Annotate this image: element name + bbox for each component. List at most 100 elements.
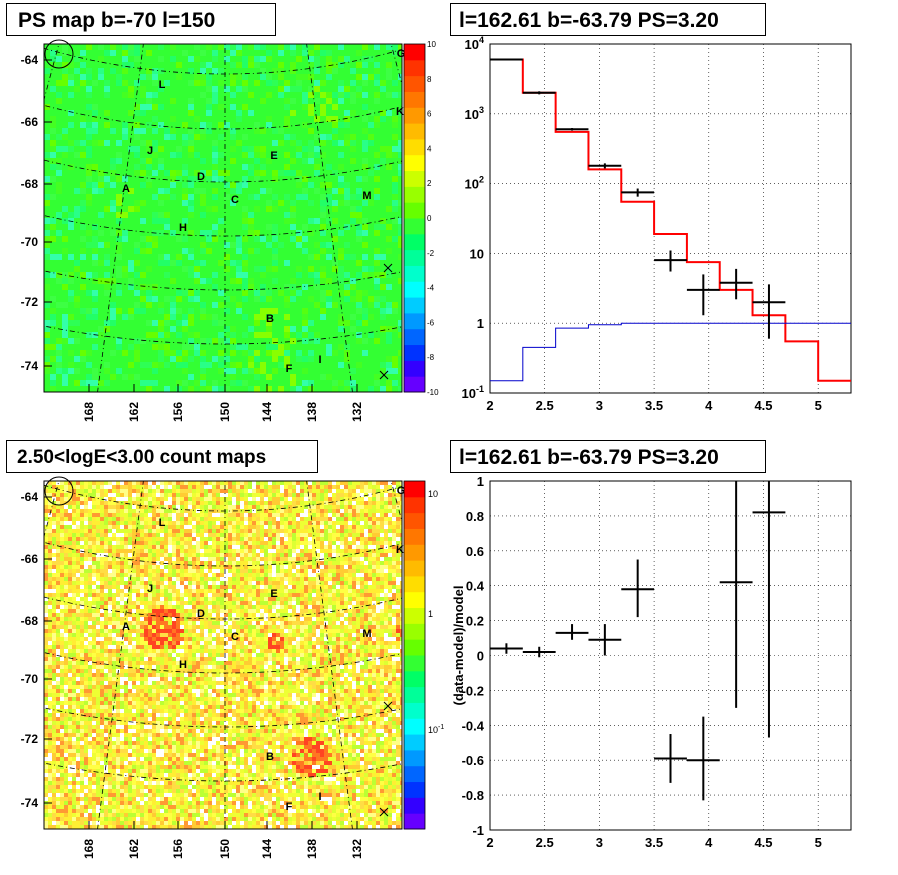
residual-point <box>522 646 556 658</box>
ps-colorbar-tick-label: 8 <box>427 75 432 84</box>
residual-title: l=162.61 b=-63.79 PS=3.20 <box>450 440 766 473</box>
ps-colorbar-tick-label: 10 <box>427 40 436 49</box>
data-point <box>588 163 622 169</box>
spectrum-y-tick-label: 10 <box>470 246 484 261</box>
source-cross-marker <box>379 370 389 380</box>
map-lat-tick-label: -70 <box>21 235 39 249</box>
map-lat-tick-label: -68 <box>21 614 39 628</box>
residual-point <box>654 734 687 783</box>
source-label-d: D <box>197 608 205 620</box>
residual-point <box>752 481 786 738</box>
source-label-e: E <box>270 150 277 162</box>
ps-colorbar: 10 8 6 4 2 0 -2 -4 -6 -8 -10 <box>403 40 439 397</box>
map-lon-tick-label: 162 <box>127 839 141 859</box>
source-label-i: I <box>318 791 321 803</box>
residual-y-tick-label: 0.8 <box>466 509 484 524</box>
spectrum-frame <box>489 43 852 394</box>
map-lat-tick-label: -66 <box>21 552 39 566</box>
residual-y-tick-label: 0.2 <box>466 614 484 629</box>
source-label-m: M <box>362 628 371 640</box>
source-label-e: E <box>270 588 277 600</box>
ps-colorbar-tick-label: 2 <box>427 179 432 188</box>
source-label-f: F <box>286 801 293 813</box>
source-cross-marker <box>383 701 393 711</box>
source-label-f: F <box>286 363 293 375</box>
residual-x-tick-label: 5 <box>815 835 822 850</box>
data-point <box>686 274 720 316</box>
ps-colorbar-tick-label: -4 <box>427 284 435 293</box>
spectrum-title: l=162.61 b=-63.79 PS=3.20 <box>450 3 766 36</box>
ps-colorbar-tick-label: 0 <box>427 214 432 223</box>
source-label-h: H <box>179 222 187 234</box>
source-label-a: A <box>122 183 130 195</box>
map-lon-tick-label: 144 <box>260 402 274 422</box>
ps-map-pixels <box>44 44 402 392</box>
spectrum-x-tick-label: 4 <box>705 398 713 413</box>
count-map-frame <box>43 480 403 830</box>
source-label-i: I <box>318 354 321 366</box>
source-cross-marker <box>383 263 393 273</box>
spectrum-y-tick-label: 104 <box>465 35 484 52</box>
residual-x-tick-label: 4 <box>705 835 713 850</box>
map-lon-tick-label: 156 <box>171 402 185 422</box>
roi-circle-marker <box>44 476 74 506</box>
map-lat-tick-label: -64 <box>21 53 39 67</box>
source-label-b: B <box>266 313 274 325</box>
residual-y-axis-label: (data-model)/model <box>451 586 466 706</box>
count-map-pixels <box>44 481 402 829</box>
map-lon-tick-label: 132 <box>350 402 364 422</box>
residual-point <box>719 481 753 708</box>
residual-point <box>686 716 720 801</box>
residual-grid <box>489 480 851 831</box>
map-lon-tick-label: 168 <box>82 402 96 422</box>
map-lat-tick-label: -72 <box>21 732 39 746</box>
residual-y-tick-label: -0.2 <box>462 683 484 698</box>
map-lon-tick-label: 168 <box>82 839 96 859</box>
source-label-g: G <box>397 485 406 497</box>
source-label-a: A <box>122 621 130 633</box>
source-label-b: B <box>266 751 274 763</box>
ps-colorbar-tick-label: -10 <box>427 388 439 397</box>
ps-map-frame <box>43 43 403 393</box>
residual-point <box>588 624 622 656</box>
data-point <box>522 91 556 95</box>
residual-point <box>490 643 523 654</box>
data-point <box>490 58 523 61</box>
count-colorbar-tick-label: 1 <box>428 609 433 619</box>
count-colorbar: 10 1 10-1 <box>403 480 444 830</box>
source-label-g: G <box>397 48 406 60</box>
map-lon-tick-label: 156 <box>171 839 185 859</box>
count-colorbar-tick-label: 10 <box>428 489 438 499</box>
map-lat-tick-label: -68 <box>21 177 39 191</box>
residual-y-tick-label: 0 <box>477 649 484 664</box>
map-lon-tick-label: 162 <box>127 402 141 422</box>
map-lon-tick-label: 150 <box>218 839 232 859</box>
ps-colorbar-tick-label: 6 <box>427 110 432 119</box>
source-label-d: D <box>197 171 205 183</box>
count-colorbar-tick-label: 10-1 <box>428 724 444 735</box>
map-lon-tick-label: 144 <box>260 839 274 859</box>
source-label-k: K <box>396 544 404 556</box>
residual-y-tick-label: -0.8 <box>462 788 484 803</box>
residual-y-tick-label: -1 <box>472 823 484 838</box>
spectrum-y-tick-label: 10-1 <box>462 384 484 401</box>
ps-colorbar-tick-label: -8 <box>427 353 435 362</box>
source-label-l: L <box>159 79 166 91</box>
residual-y-tick-label: -0.6 <box>462 753 484 768</box>
ps-coordinate-grid <box>44 44 402 392</box>
residual-y-tick-label: 0.4 <box>466 579 485 594</box>
source-label-j: J <box>147 583 153 595</box>
spectrum-x-tick-label: 2.5 <box>536 398 554 413</box>
residual-x-tick-label: 3 <box>596 835 603 850</box>
map-lat-tick-label: -72 <box>21 295 39 309</box>
data-point <box>752 284 786 339</box>
source-label-c: C <box>231 631 239 643</box>
data-point <box>621 188 655 197</box>
map-lat-tick-label: -66 <box>21 115 39 129</box>
data-point <box>555 128 589 131</box>
source-label-m: M <box>362 190 371 202</box>
